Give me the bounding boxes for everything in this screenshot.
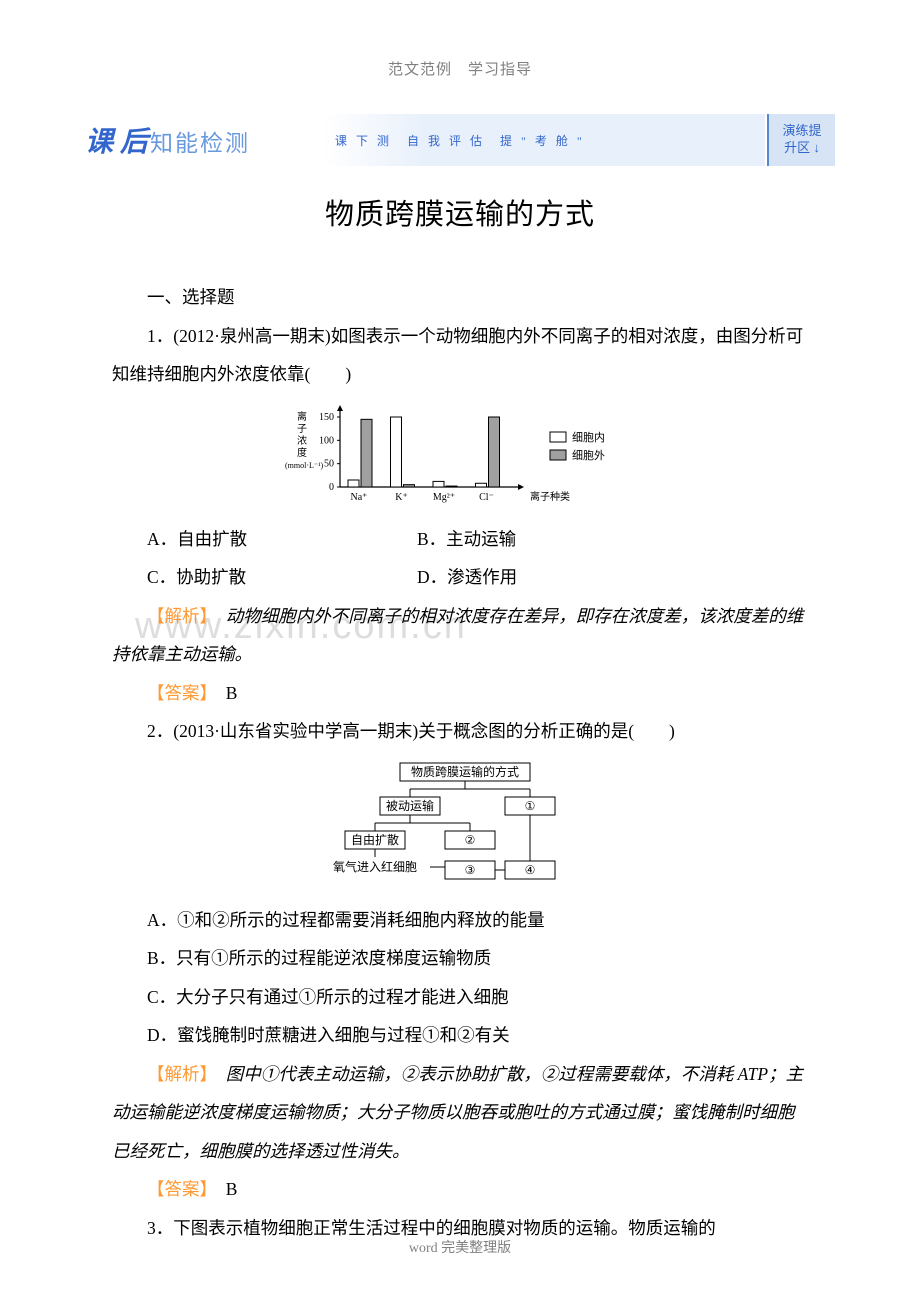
q1-options-row2: C．协助扩散 D．渗透作用 <box>147 558 808 597</box>
q2-answer: 【答案】 B <box>112 1170 808 1209</box>
page-footer: word 完美整理版 <box>0 1237 920 1257</box>
section-label: 一、选择题 <box>112 278 808 317</box>
q2-option-a: A．①和②所示的过程都需要消耗细胞内释放的能量 <box>112 901 808 940</box>
svg-text:子: 子 <box>297 423 307 435</box>
q1-option-c: C．协助扩散 <box>147 558 417 597</box>
svg-text:被动运输: 被动运输 <box>386 798 434 813</box>
answer-label: 【答案】 <box>147 683 208 703</box>
q1-option-b: B．主动运输 <box>417 520 808 559</box>
svg-text:度: 度 <box>297 446 307 459</box>
main-title: 物质跨膜运输的方式 <box>0 191 920 233</box>
page-header: 范文范例 学习指导 <box>0 0 920 79</box>
svg-text:浓: 浓 <box>297 435 307 447</box>
svg-text:氧气进入红细胞: 氧气进入红细胞 <box>333 859 417 874</box>
answer-label-2: 【答案】 <box>147 1179 208 1199</box>
q1-chart: 离子浓度 (mmol·L⁻¹) 0 50 100 150 Na⁺ K⁺ Mg²⁺ Cl⁻ 离子种类 细… <box>112 402 808 512</box>
svg-text:物质跨膜运输的方式: 物质跨膜运输的方式 <box>411 764 519 779</box>
q1-answer: 【答案】 B <box>112 674 808 713</box>
svg-text:Na⁺: Na⁺ <box>351 492 368 503</box>
svg-text:④: ④ <box>525 863 536 877</box>
banner-right-line1: 演练提 <box>782 123 821 140</box>
q2-option-b: B．只有①所示的过程能逆浓度梯度运输物质 <box>112 939 808 978</box>
q2-analysis-text: 图中①代表主动运输，②表示协助扩散，②过程需要载体，不消耗 ATP；主动运输能逆… <box>112 1064 803 1161</box>
svg-text:①: ① <box>525 799 536 813</box>
svg-text:离: 离 <box>297 410 307 423</box>
banner-right-badge: 演练提 升区 ↓ <box>767 114 835 166</box>
svg-text:Mg²⁺: Mg²⁺ <box>433 492 455 503</box>
q1-answer-value: B <box>208 683 237 703</box>
svg-text:自由扩散: 自由扩散 <box>351 832 399 847</box>
bar-chart-svg: 离子浓度 (mmol·L⁻¹) 0 50 100 150 Na⁺ K⁺ Mg²⁺ Cl⁻ 离子种类 细… <box>275 402 645 512</box>
q2-option-c: C．大分子只有通过①所示的过程才能进入细胞 <box>112 978 808 1017</box>
svg-text:150: 150 <box>319 412 334 423</box>
banner: 课 后 知能检测 课 下 测 自 我 评 估 提 " 考 舱 " 演练提 升区 … <box>85 114 835 166</box>
banner-left-title: 课 后 知能检测 <box>85 120 250 160</box>
svg-text:50: 50 <box>324 458 334 469</box>
banner-sub-text: 知能检测 <box>150 124 250 158</box>
svg-text:0: 0 <box>329 482 334 493</box>
q1-analysis-text: 动物细胞内外不同离子的相对浓度存在差异，即存在浓度差，该浓度差的维持依靠主动运输… <box>112 606 803 665</box>
q2-option-d: D．蜜饯腌制时蔗糖进入细胞与过程①和②有关 <box>112 1016 808 1055</box>
analysis-label-2: 【解析】 <box>147 1064 208 1084</box>
q1-option-a: A．自由扩散 <box>147 520 417 559</box>
concept-diagram-svg: 物质跨膜运输的方式被动运输 ① 自由扩散 ② 氧气进入红细胞 ③ ④ <box>320 761 600 891</box>
svg-text:细胞内: 细胞内 <box>572 430 605 444</box>
q2-analysis: 【解析】 图中①代表主动运输，②表示协助扩散，②过程需要载体，不消耗 ATP；主… <box>112 1055 808 1171</box>
banner-main-text: 课 后 <box>85 120 148 160</box>
svg-text:③: ③ <box>465 863 476 877</box>
q2-stem: 2．(2013·山东省实验中学高一期末)关于概念图的分析正确的是( ) <box>112 712 808 751</box>
content-body: 一、选择题 1．(2012·泉州高一期末)如图表示一个动物细胞内外不同离子的相对… <box>0 278 920 1247</box>
svg-text:Cl⁻: Cl⁻ <box>479 492 494 503</box>
svg-text:细胞外: 细胞外 <box>572 449 605 462</box>
banner-right-line2: 升区 ↓ <box>784 140 820 157</box>
q2-diagram: 物质跨膜运输的方式被动运输 ① 自由扩散 ② 氧气进入红细胞 ③ ④ <box>112 761 808 891</box>
q1-options-row1: A．自由扩散 B．主动运输 <box>147 520 808 559</box>
q1-option-d: D．渗透作用 <box>417 558 808 597</box>
q1-analysis: 【解析】 动物细胞内外不同离子的相对浓度存在差异，即存在浓度差，该浓度差的维持依… <box>112 597 808 674</box>
svg-text:离子种类: 离子种类 <box>530 490 570 503</box>
svg-text:100: 100 <box>319 435 334 446</box>
analysis-label: 【解析】 <box>147 606 208 626</box>
q1-stem: 1．(2012·泉州高一期末)如图表示一个动物细胞内外不同离子的相对浓度，由图分… <box>112 317 808 394</box>
banner-middle-text: 课 下 测 自 我 评 估 提 " 考 舱 " <box>335 132 585 149</box>
svg-text:K⁺: K⁺ <box>395 492 408 503</box>
svg-text:(mmol·L⁻¹): (mmol·L⁻¹) <box>285 461 324 470</box>
q2-answer-value: B <box>208 1179 237 1199</box>
svg-text:②: ② <box>465 833 476 847</box>
